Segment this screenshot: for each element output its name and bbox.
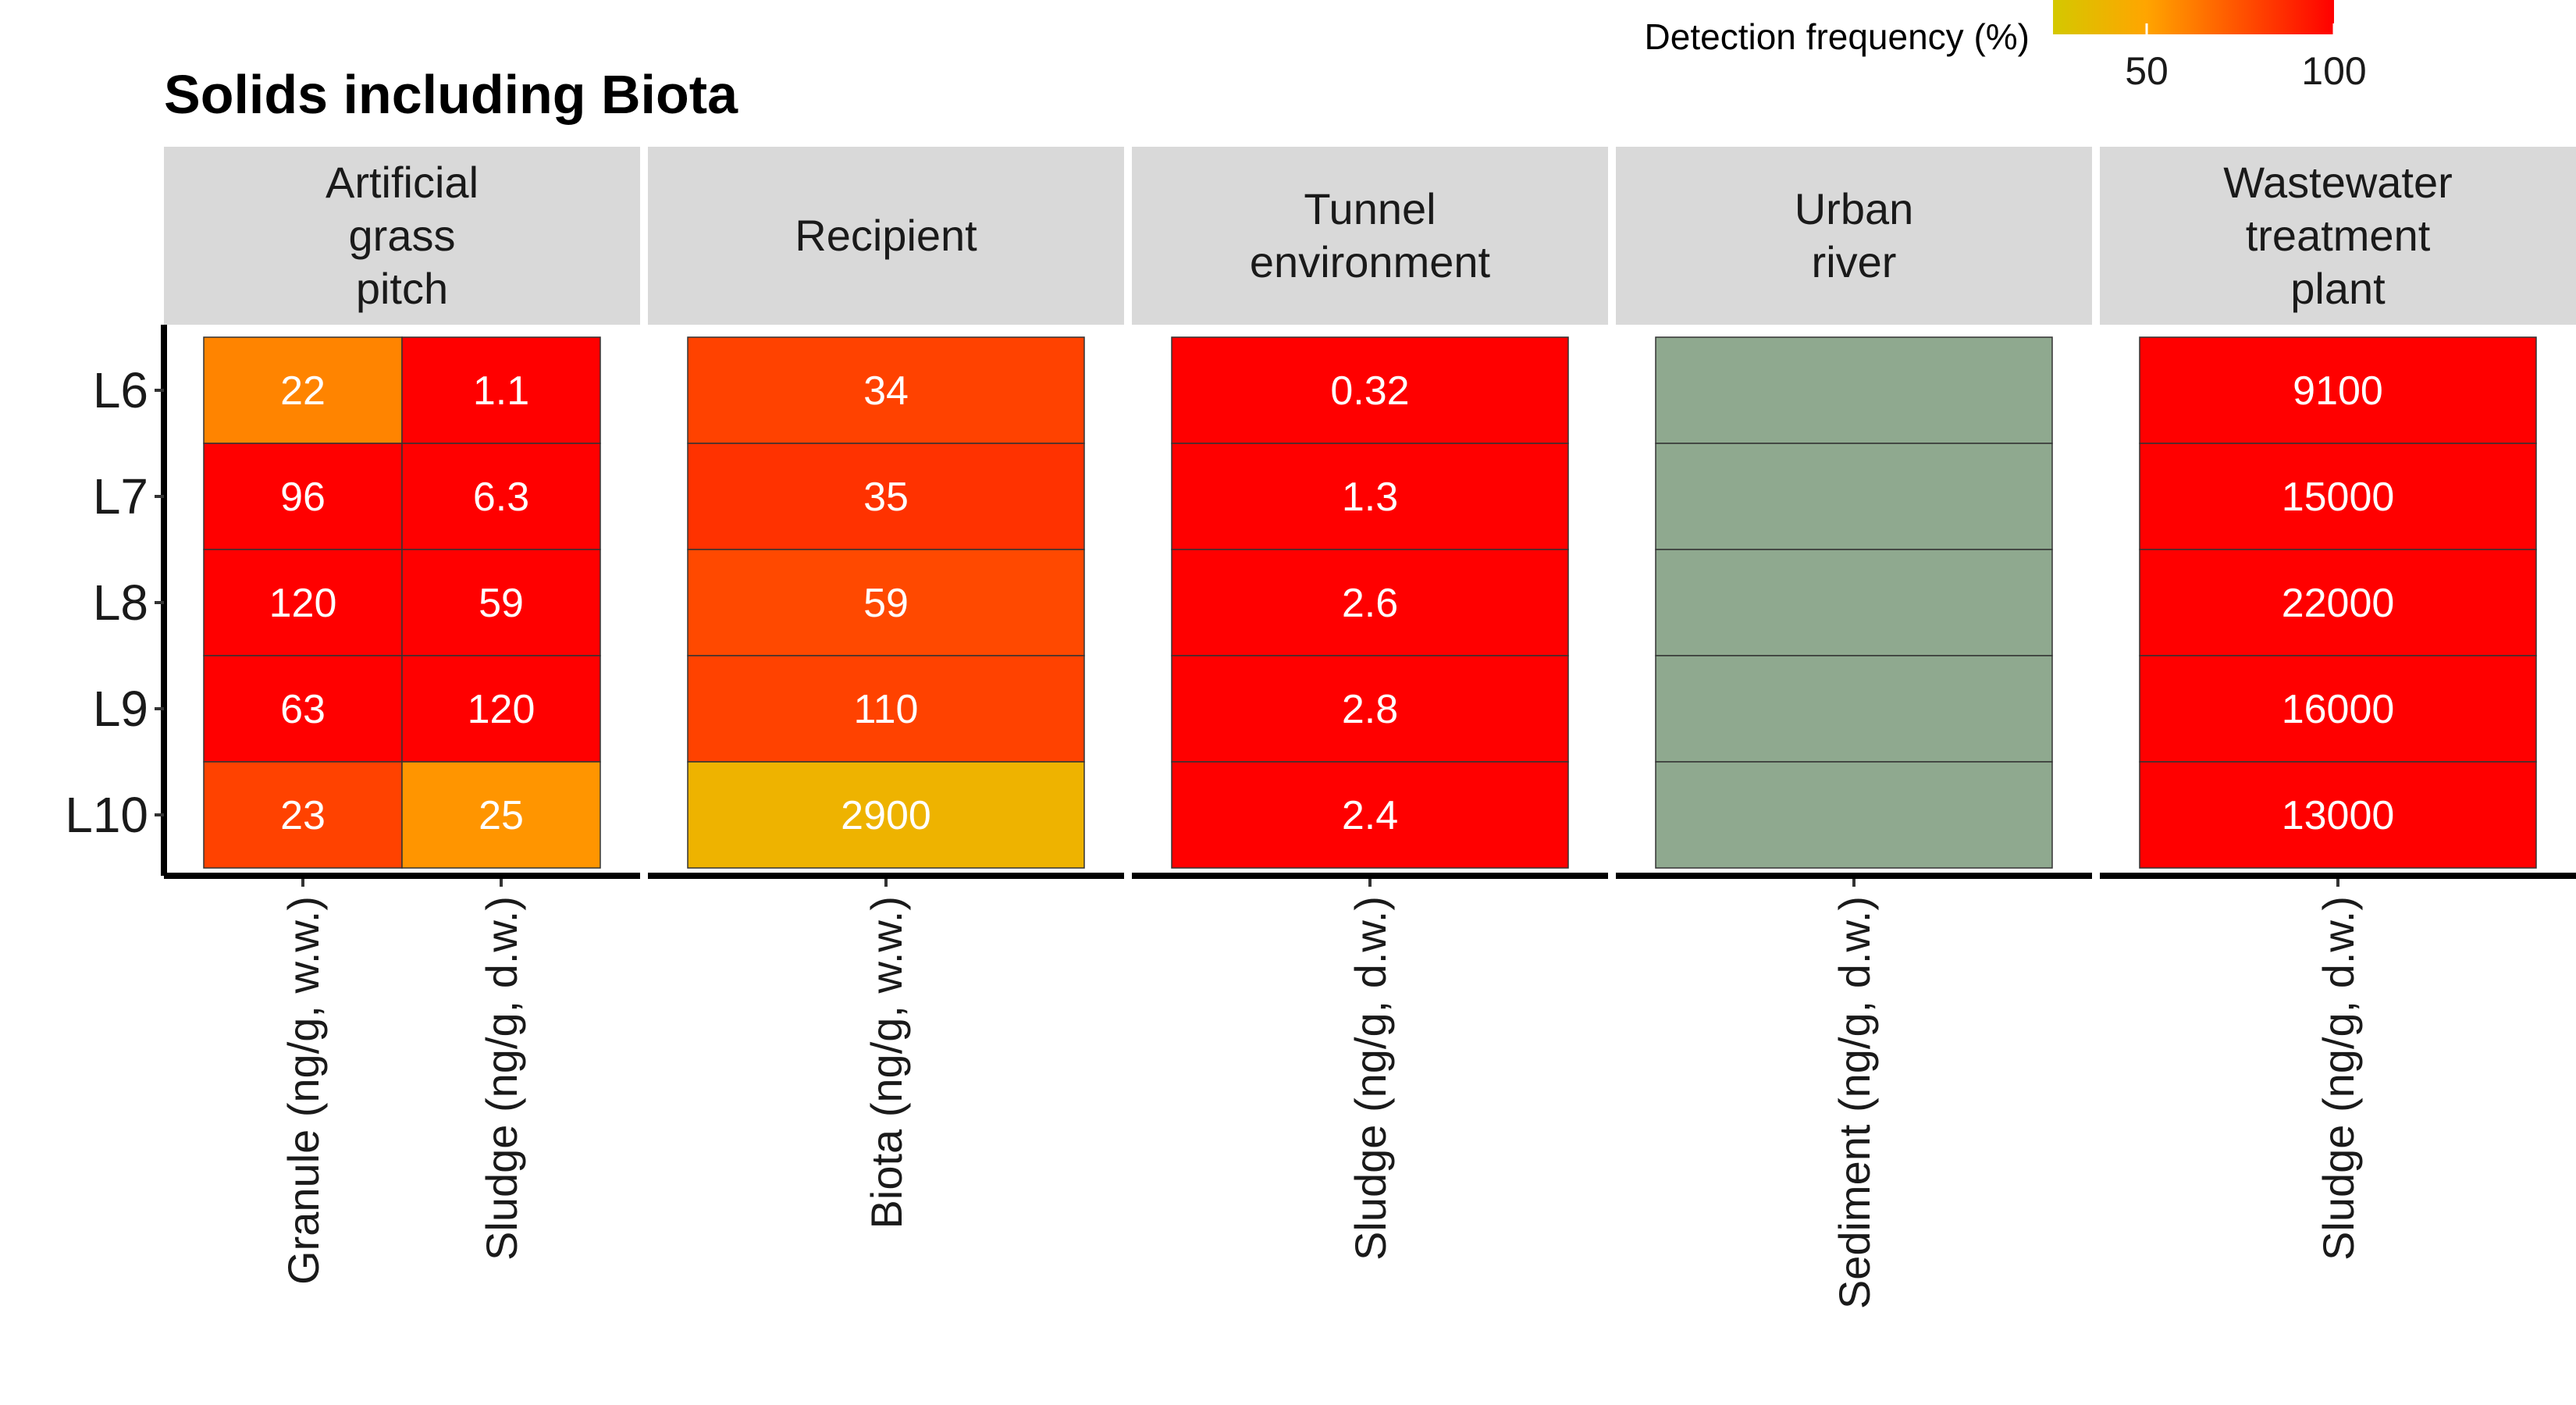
heatmap-cell <box>1655 443 2053 550</box>
cell-value-label: 16000 <box>2282 687 2395 732</box>
x-tick-label: Sediment (ng/g, d.w.) <box>1830 896 1879 1309</box>
heatmap-cell <box>687 761 1085 869</box>
heatmap-cell <box>2139 761 2537 869</box>
heatmap-cell <box>1171 443 1569 550</box>
heatmap-cell <box>1171 549 1569 656</box>
heatmap-cell <box>401 549 601 656</box>
facet-label: Tunnel <box>1304 184 1436 233</box>
heatmap-cell <box>2139 336 2537 444</box>
facet-label: river <box>1812 237 1897 286</box>
chart-title: Solids including Biota <box>164 64 738 125</box>
legend-title: Detection frequency (%) <box>1645 16 2030 57</box>
cell-value-label: 120 <box>468 687 535 732</box>
heatmap-cell <box>203 336 403 444</box>
facet-label: environment <box>1250 237 1491 286</box>
cell-value-label: 2.6 <box>1342 581 1398 626</box>
facet-label: grass <box>349 211 456 260</box>
cell-value-label: 63 <box>280 687 326 732</box>
cell-value-label: 2.4 <box>1342 793 1398 838</box>
cell-value-label: 96 <box>280 475 326 520</box>
legend-color-bar <box>2053 0 2334 34</box>
cell-value-label: 15000 <box>2282 475 2395 520</box>
heatmap-cell <box>1655 336 2053 444</box>
heatmap-cell <box>203 443 403 550</box>
heatmap-cell <box>687 336 1085 444</box>
heatmap-cell <box>687 443 1085 550</box>
facet-label: Recipient <box>795 211 977 260</box>
cell-value-label: 59 <box>863 581 909 626</box>
y-tick-label: L8 <box>93 574 148 631</box>
heatmap-cell <box>203 655 403 763</box>
heatmap-cell <box>687 549 1085 656</box>
facet-label: treatment <box>2246 211 2431 260</box>
heatmap-cell <box>203 761 403 869</box>
legend-tick-label: 50 <box>2125 49 2169 93</box>
heatmap-cell <box>401 655 601 763</box>
legend-tick-label: 100 <box>2301 49 2366 93</box>
cell-value-label: 22000 <box>2282 581 2395 626</box>
y-tick-label: L7 <box>93 468 148 525</box>
cell-value-label: 22 <box>280 368 326 414</box>
heatmap-cell <box>2139 549 2537 656</box>
facet-label: Wastewater <box>2223 158 2453 207</box>
x-tick-label: Sludge (ng/g, d.w.) <box>1346 896 1395 1261</box>
facet-strip <box>648 147 1124 325</box>
heatmap-cell <box>2139 443 2537 550</box>
facet-strip <box>1132 147 1608 325</box>
facet-label: plant <box>2290 264 2386 313</box>
facet-strip <box>2100 147 2576 325</box>
cell-value-label: 35 <box>863 475 909 520</box>
heatmap-cell <box>1171 655 1569 763</box>
legend: Detection frequency (%) 50 100 <box>1645 0 2367 93</box>
cell-value-label: 1.3 <box>1342 475 1398 520</box>
x-tick-label: Biota (ng/g, w.w.) <box>862 896 911 1229</box>
cell-value-label: 13000 <box>2282 793 2395 838</box>
heatmap-cell <box>2139 655 2537 763</box>
facet-strip <box>1616 147 2092 325</box>
heatmap-cell <box>1171 761 1569 869</box>
cell-value-label: 23 <box>280 793 326 838</box>
heatmap-cell <box>401 443 601 550</box>
x-tick-label: Granule (ng/g, w.w.) <box>279 896 328 1285</box>
facet-label: Artificial <box>326 158 479 207</box>
facet-strip <box>164 147 640 325</box>
heatmap-cell <box>401 761 601 869</box>
heatmap-cell <box>687 655 1085 763</box>
y-tick-label: L6 <box>93 362 148 418</box>
heatmap-cell <box>1171 336 1569 444</box>
x-tick-label: Sludge (ng/g, d.w.) <box>477 896 526 1261</box>
heatmap-cell <box>1655 655 2053 763</box>
cell-value-label: 9100 <box>2293 368 2383 414</box>
cell-value-label: 0.32 <box>1330 368 1409 414</box>
heatmap-cell <box>203 549 403 656</box>
facet-label: pitch <box>356 264 448 313</box>
cell-value-label: 120 <box>269 581 337 626</box>
facet-label: Urban <box>1795 184 1914 233</box>
heatmap-cell <box>1655 761 2053 869</box>
cell-value-label: 25 <box>479 793 524 838</box>
y-tick-label: L9 <box>93 681 148 737</box>
cell-value-label: 110 <box>854 687 919 732</box>
cell-value-label: 1.1 <box>473 368 529 414</box>
y-tick-label: L10 <box>65 787 148 843</box>
cell-value-label: 59 <box>479 581 524 626</box>
cell-value-label: 6.3 <box>473 475 529 520</box>
cell-value-label: 2900 <box>841 793 931 838</box>
cell-value-label: 34 <box>863 368 909 414</box>
cell-value-label: 2.8 <box>1342 687 1398 732</box>
heatmap-cell <box>1655 549 2053 656</box>
x-tick-label: Sludge (ng/g, d.w.) <box>2314 896 2363 1261</box>
